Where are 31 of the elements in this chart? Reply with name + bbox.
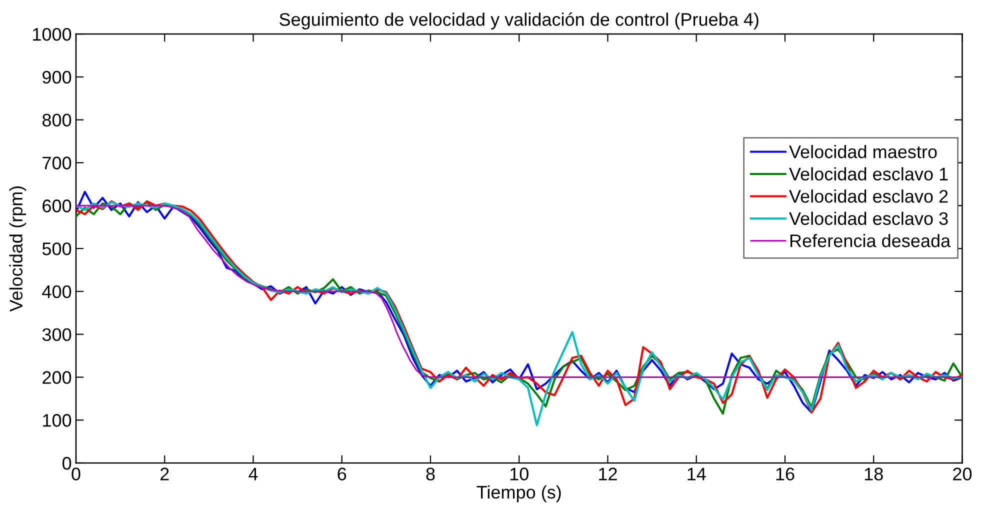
y-tick-label: 300 <box>42 328 72 342</box>
x-tick-label: 0 <box>72 468 80 480</box>
legend-label: Velocidad esclavo 2 <box>789 189 948 203</box>
x-axis-title: Tiempo (s) <box>476 485 561 502</box>
x-tick-label: 14 <box>688 468 706 480</box>
y-tick-label: 700 <box>42 156 72 170</box>
x-tick-label: 12 <box>599 468 617 480</box>
y-tick-label: 200 <box>42 371 72 384</box>
x-tick-label: 10 <box>510 468 528 480</box>
x-tick-label: 2 <box>160 468 169 480</box>
y-tick-label: 600 <box>42 200 72 212</box>
x-tick-label: 8 <box>426 468 435 480</box>
y-tick-label: 500 <box>42 242 72 256</box>
y-tick-label: 800 <box>42 114 72 127</box>
legend-label: Velocidad esclavo 3 <box>789 212 948 225</box>
y-axis-title: Velocidad (rpm) <box>9 186 26 312</box>
legend-label: Referencia deseada <box>790 234 951 248</box>
y-tick-label: 0 <box>62 456 72 470</box>
y-tick-label: 1000 <box>33 28 72 41</box>
chart-title: Seguimiento de velocidad y validación de control (Prueba 4) <box>280 12 758 30</box>
y-tick-label: 900 <box>42 70 72 84</box>
x-tick-label: 4 <box>248 468 258 480</box>
x-tick-label: 18 <box>864 468 883 480</box>
x-tick-label: 16 <box>776 468 794 480</box>
x-tick-label: 6 <box>338 468 346 480</box>
line-series <box>76 204 962 378</box>
x-tick-label: 20 <box>953 468 972 480</box>
legend-label: Velocidad maestro <box>789 144 937 158</box>
y-tick-label: 100 <box>43 414 72 427</box>
legend-label: Velocidad esclavo 1 <box>789 167 948 180</box>
y-tick-label: 400 <box>42 285 72 298</box>
